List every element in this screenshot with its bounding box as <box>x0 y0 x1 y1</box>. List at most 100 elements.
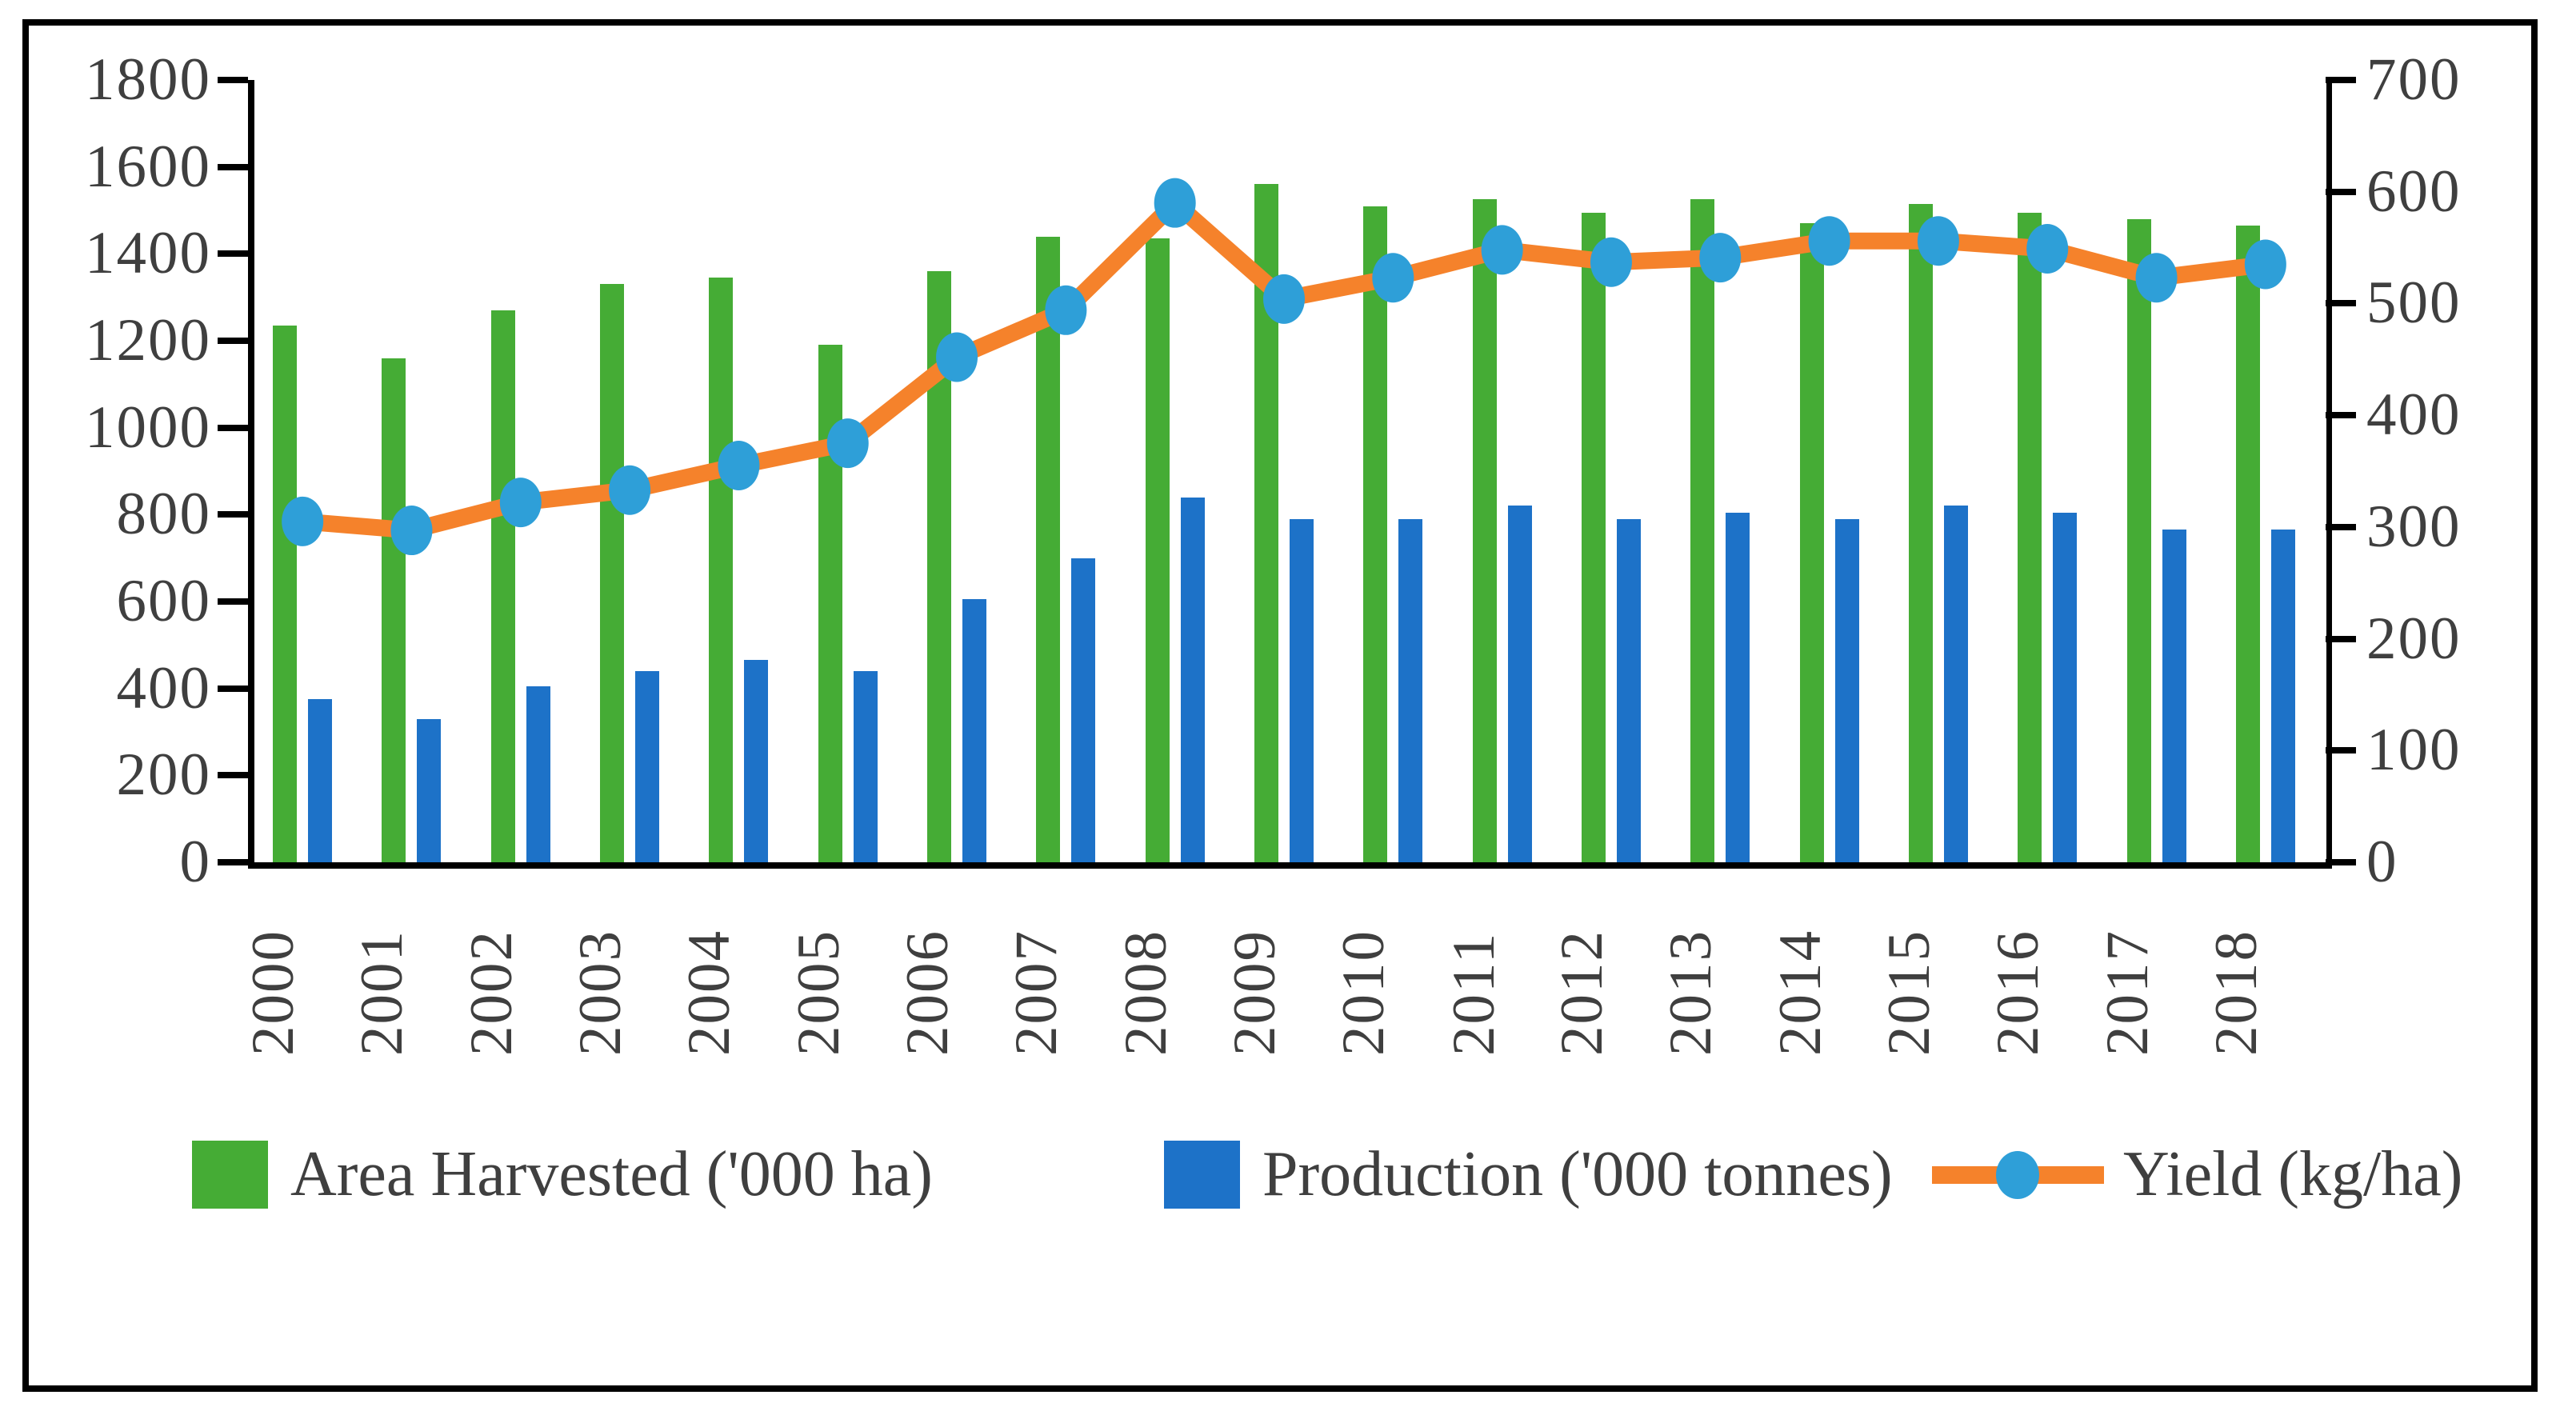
production-bar-2005 <box>853 670 878 862</box>
y-left-tick <box>218 511 248 518</box>
production-bar-2012 <box>1616 518 1641 862</box>
y-left-tick <box>218 424 248 431</box>
production-legend-swatch <box>1164 1140 1240 1209</box>
area-bar-2018 <box>2235 226 2260 862</box>
y-right-tick-label: 400 <box>2366 382 2462 449</box>
x-axis-label-text: 2007 <box>1003 929 1070 1056</box>
x-axis-label-2010: 2010 <box>1330 881 1429 1072</box>
area-bar-2008 <box>1145 238 1170 862</box>
x-axis-label-text: 2006 <box>894 929 962 1056</box>
x-axis-label-2006: 2006 <box>894 881 993 1072</box>
legend-item-production: Production ('000 tonnes) <box>1164 1134 1893 1214</box>
production-bar-2014 <box>1834 518 1859 862</box>
area-bar-2001 <box>382 358 406 862</box>
x-axis-label-2013: 2013 <box>1658 881 1756 1072</box>
x-axis-label-text: 2010 <box>1330 929 1398 1056</box>
x-axis-label-2001: 2001 <box>349 881 447 1072</box>
area-bar-2010 <box>1363 206 1388 862</box>
production-bar-2004 <box>744 660 769 862</box>
x-axis-label-text: 2015 <box>1875 929 1942 1056</box>
y-left-tick-label: 1400 <box>85 220 211 287</box>
x-axis-label-text: 2011 <box>1441 931 1508 1056</box>
x-axis-label-2018: 2018 <box>2203 881 2302 1072</box>
y-left-tick <box>218 859 248 865</box>
x-axis-label-2015: 2015 <box>1876 881 1974 1072</box>
y-left-tick <box>218 598 248 605</box>
area-bar-2004 <box>709 278 734 862</box>
y-left-tick-label: 600 <box>116 568 211 634</box>
production-bar-2001 <box>417 718 442 862</box>
y-left-tick-label: 800 <box>116 481 211 548</box>
y-right-tick <box>2326 747 2356 754</box>
production-bar-2002 <box>526 686 550 862</box>
production-bar-2003 <box>635 670 660 862</box>
production-bar-2018 <box>2270 530 2295 862</box>
x-axis-label-text: 2017 <box>2094 929 2161 1056</box>
area-legend-swatch <box>192 1140 268 1209</box>
x-axis-label-text: 2008 <box>1112 929 1179 1056</box>
x-axis-label-text: 2000 <box>240 929 307 1056</box>
x-axis-label-text: 2012 <box>1548 929 1615 1056</box>
x-axis-label-text: 2009 <box>1222 929 1288 1056</box>
area-bar-2011 <box>1472 199 1497 862</box>
y-left-tick <box>218 338 248 344</box>
y-right-tick <box>2326 523 2356 530</box>
x-axis-label-text: 2002 <box>458 929 525 1056</box>
x-axis-label-2011: 2011 <box>1441 881 1538 1072</box>
area-bar-2005 <box>818 345 842 862</box>
legend-item-yield: Yield (kg/ha) <box>1932 1134 2462 1214</box>
area-bar-2002 <box>490 310 515 862</box>
y-right-tick-label: 300 <box>2366 493 2462 560</box>
legend-item-area: Area Harvested ('000 ha) <box>192 1134 933 1214</box>
y-left-tick <box>218 685 248 692</box>
x-axis-label-2012: 2012 <box>1549 881 1647 1072</box>
production-bar-2009 <box>1290 518 1314 862</box>
y-right-tick <box>2326 635 2356 642</box>
area-legend-label: Area Harvested ('000 ha) <box>290 1138 933 1209</box>
x-axis-label-2004: 2004 <box>676 881 774 1072</box>
production-bar-2017 <box>2162 530 2186 862</box>
x-axis-label-text: 2001 <box>349 929 416 1056</box>
yield-legend-marker <box>1996 1150 2039 1199</box>
y-left-tick-label: 200 <box>116 741 211 809</box>
y-right-tick <box>2326 859 2356 865</box>
x-axis-label-2016: 2016 <box>1985 881 2083 1072</box>
y-right-tick-label: 500 <box>2366 270 2462 337</box>
y-right-tick <box>2326 188 2356 195</box>
production-bar-2015 <box>1943 506 1968 862</box>
y-right-tick <box>2326 412 2356 419</box>
area-bar-2015 <box>1908 203 1933 862</box>
y-left-tick <box>218 772 248 779</box>
y-left-tick <box>218 163 248 170</box>
x-axis-label-text: 2003 <box>567 929 634 1056</box>
production-bar-2010 <box>1398 518 1423 862</box>
area-bar-2012 <box>1581 212 1606 862</box>
production-bar-2016 <box>2053 512 2078 862</box>
x-axis-label-2017: 2017 <box>2094 881 2193 1072</box>
x-axis-label-2007: 2007 <box>1003 881 1102 1072</box>
production-legend-label: Production ('000 tonnes) <box>1262 1138 1893 1209</box>
x-axis-label-text: 2005 <box>785 929 852 1056</box>
legend: Area Harvested ('000 ha) Production ('00… <box>0 1134 2576 1214</box>
production-bar-2008 <box>1180 497 1205 862</box>
y-right-tick-label: 600 <box>2366 158 2462 225</box>
x-axis-label-text: 2013 <box>1658 929 1725 1056</box>
y-left-tick-label: 1600 <box>85 133 211 200</box>
y-left-tick-label: 1200 <box>85 307 211 374</box>
x-axis-label-2002: 2002 <box>458 881 557 1072</box>
area-bar-2003 <box>600 284 625 862</box>
x-axis-label-2003: 2003 <box>567 881 666 1072</box>
area-bar-2014 <box>1799 223 1824 862</box>
y-right-tick <box>2326 300 2356 307</box>
y-right-tick-label: 700 <box>2366 46 2462 113</box>
production-bar-2000 <box>308 699 333 862</box>
yield-legend-label: Yield (kg/ha) <box>2123 1138 2463 1209</box>
area-bar-2006 <box>927 271 952 862</box>
x-axis-label-text: 2016 <box>1985 929 2052 1056</box>
x-axis-label-text: 2004 <box>676 929 743 1056</box>
x-axis-label-2000: 2000 <box>240 881 338 1072</box>
production-bar-2006 <box>962 599 987 862</box>
x-axis-label-2009: 2009 <box>1222 881 1320 1072</box>
y-right-tick-label: 200 <box>2366 605 2462 672</box>
y-right-tick-label: 100 <box>2366 717 2462 784</box>
